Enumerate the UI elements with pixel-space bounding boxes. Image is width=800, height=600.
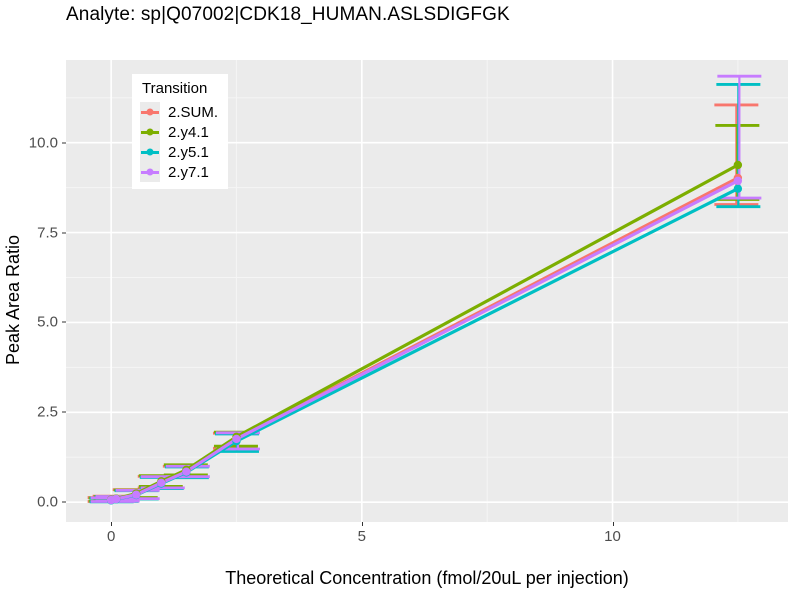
x-tick-label: 0 [106,528,116,545]
x-tick-mark [361,522,363,526]
legend-item: 2.y7.1 [140,162,218,182]
y-tick-label: 0.0 [37,493,58,511]
series-points [106,160,743,505]
y-tick-mark [62,142,66,144]
data-point [232,434,241,444]
legend-key-icon [140,102,160,122]
legend-key-point [146,148,154,156]
legend-item-label: 2.SUM. [168,103,219,121]
series-line [109,163,740,502]
y-tick-label: 10.0 [28,134,58,152]
data-point [111,494,121,504]
legend-item: 2.SUM. [140,102,218,122]
page-title: Analyte: sp|Q07002|CDK18_HUMAN.ASLSDIGFG… [66,4,510,25]
legend-key-icon [140,162,160,182]
data-point [157,478,166,488]
x-axis-title: Theoretical Concentration (fmol/20uL per… [225,568,629,588]
plot-panel [66,60,788,522]
legend-title: Transition [142,80,208,97]
legend-key-icon [140,142,160,162]
y-tick-mark [62,501,66,503]
plot-canvas [66,60,788,522]
legend-key-icon [140,122,160,142]
x-tick-label: 10 [604,528,621,545]
legend: Transition 2.SUM. 2.y4.1 2.y5.1 2.y7.1 [132,74,229,189]
gridlines-major [66,60,788,522]
legend-item: 2.y5.1 [140,142,218,162]
y-tick-mark [62,321,66,323]
x-tick-mark [612,522,614,526]
legend-item: 2.y4.1 [140,122,218,142]
x-tick-mark [111,522,113,526]
data-point [733,176,743,186]
data-point [131,490,141,499]
series-line [109,187,740,503]
y-axis-title: Peak Area Ratio [2,234,23,366]
legend-item-label: 2.y7.1 [168,163,209,181]
legend-item-label: 2.y4.1 [168,123,209,141]
y-tick-mark [62,411,66,413]
series-lines [109,163,740,503]
legend-key-point [146,168,154,176]
y-tick-label: 2.5 [37,403,58,421]
legend-entries: 2.SUM. 2.y4.1 2.y5.1 2.y7.1 [140,102,218,182]
legend-item-label: 2.y5.1 [168,143,209,161]
legend-key-point [146,108,154,116]
y-tick-mark [62,232,66,234]
data-point [733,160,743,170]
x-tick-label: 5 [357,528,366,545]
series-line [109,176,740,502]
series-line [109,179,740,502]
data-point [182,467,191,476]
y-tick-label: 5.0 [37,313,58,331]
y-tick-label: 7.5 [37,224,58,242]
legend-key-point [146,128,154,136]
data-point [733,184,743,193]
